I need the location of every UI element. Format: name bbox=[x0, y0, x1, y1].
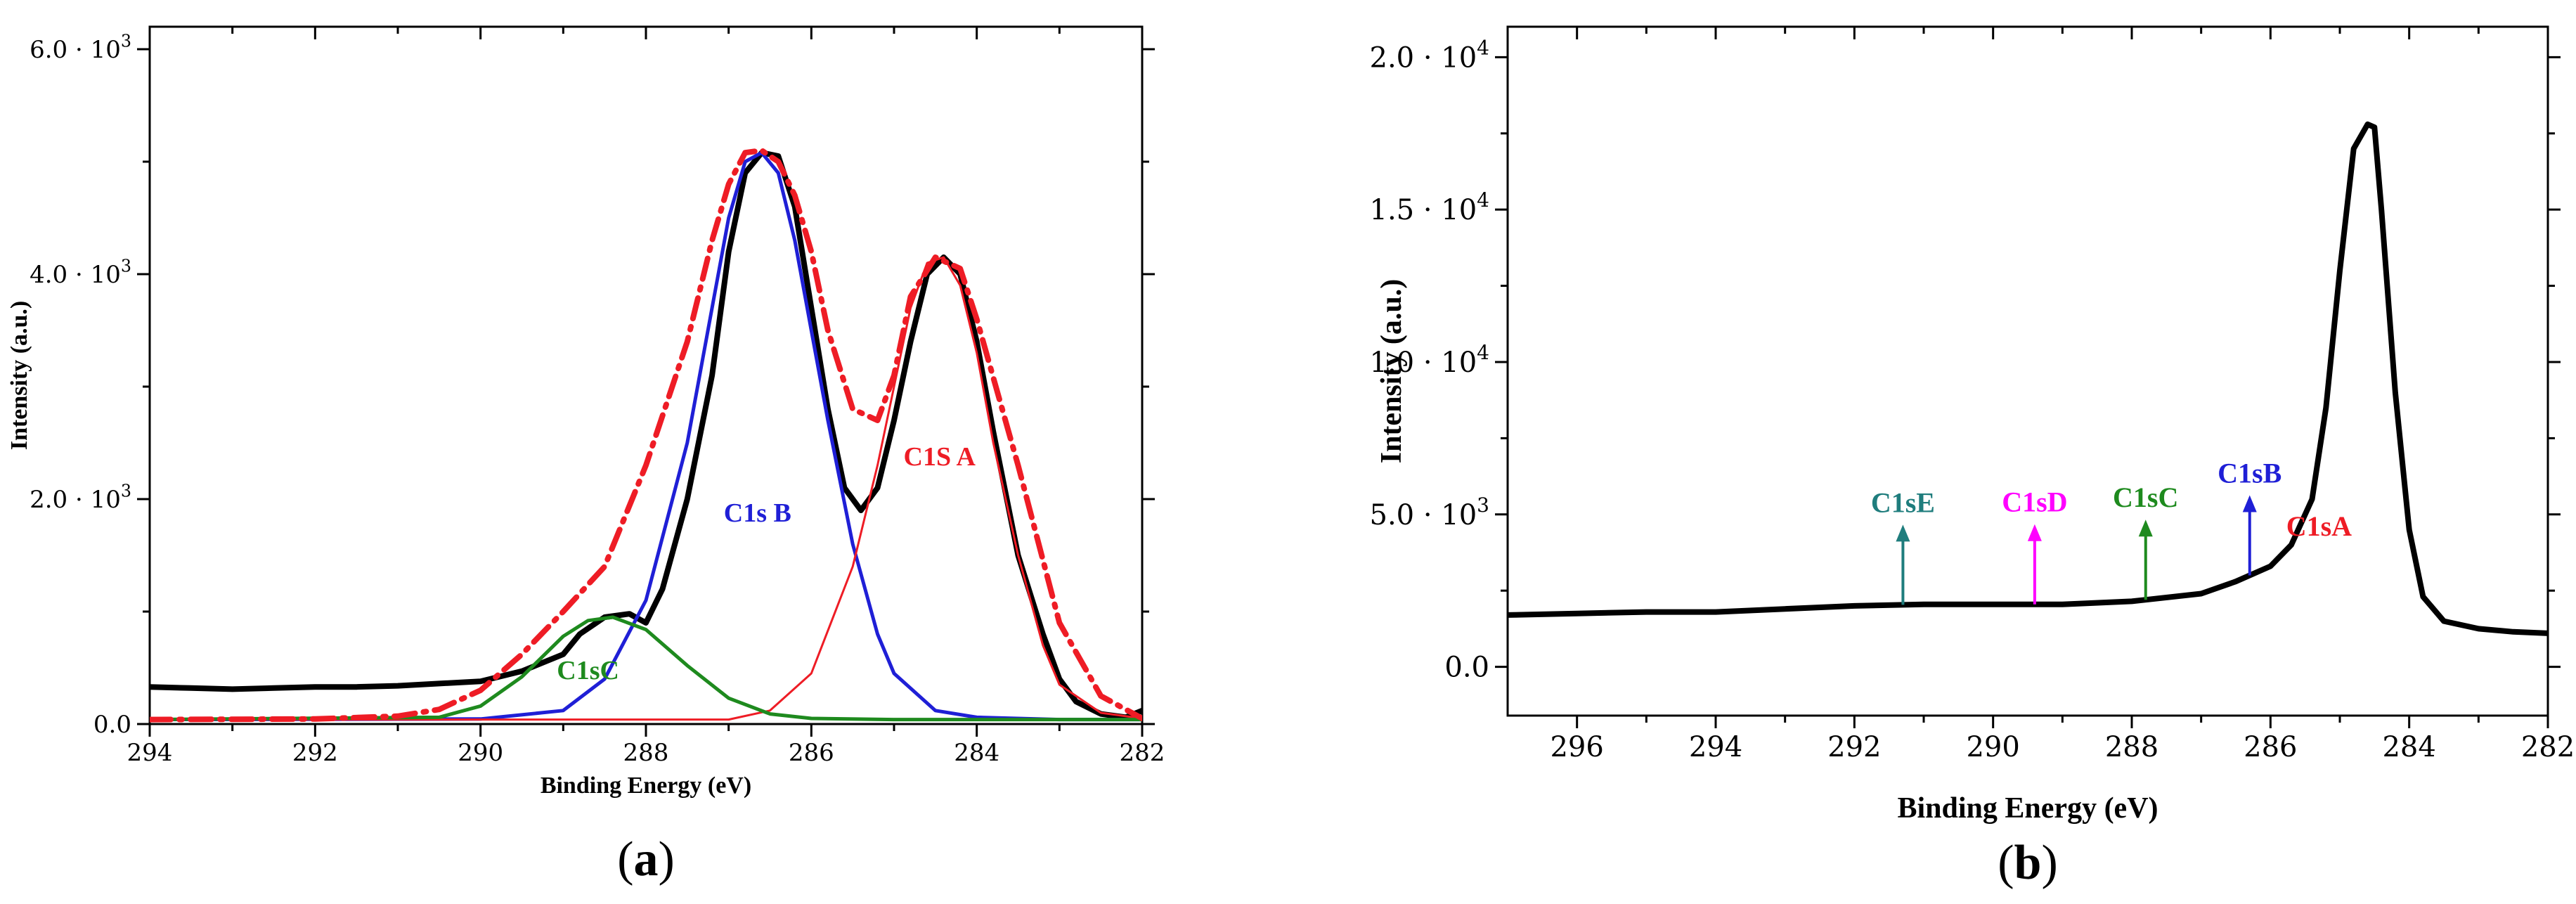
x-tick-label: 286 bbox=[789, 739, 834, 767]
y-tick-label: 0.0 bbox=[1444, 652, 1489, 684]
y-tick-label: 1.0 · 104 bbox=[1370, 341, 1489, 379]
x-tick-label: 288 bbox=[623, 739, 669, 767]
series-envelope-fit bbox=[150, 148, 1142, 723]
x-axis-title: Binding Energy (eV) bbox=[541, 773, 751, 799]
x-tick-label: 290 bbox=[1966, 731, 2019, 763]
series-survey bbox=[1508, 121, 2548, 636]
x-tick-label: 282 bbox=[1120, 739, 1165, 767]
x-tick-label: 282 bbox=[2521, 731, 2575, 763]
peak-annotation: C1sA bbox=[2286, 510, 2352, 542]
panel-label: (b) bbox=[1998, 836, 2058, 890]
y-tick-exponent: 3 bbox=[1477, 493, 1489, 517]
marker-arrow-head bbox=[2242, 495, 2257, 512]
peak-annotation: C1s B bbox=[724, 498, 791, 528]
peak-annotation: C1sC bbox=[557, 656, 619, 685]
x-tick-label: 292 bbox=[292, 739, 338, 767]
y-tick-exponent: 4 bbox=[1477, 341, 1489, 364]
x-tick-label: 284 bbox=[954, 739, 999, 767]
panel-label: (a) bbox=[617, 832, 675, 886]
x-tick-label: 284 bbox=[2382, 731, 2435, 763]
marker-label: C1sD bbox=[2002, 486, 2067, 518]
y-tick-label: 2.0 · 104 bbox=[1370, 36, 1489, 74]
y-tick-exponent: 3 bbox=[121, 32, 131, 51]
x-axis-title: Binding Energy (eV) bbox=[1897, 792, 2158, 825]
y-axis-title: Intensity (a.u.) bbox=[1376, 279, 1408, 464]
y-tick-label: 4.0 · 103 bbox=[30, 257, 131, 289]
y-tick-exponent: 3 bbox=[121, 482, 131, 501]
x-tick-label: 292 bbox=[1827, 731, 1881, 763]
x-tick-label: 294 bbox=[1689, 731, 1742, 763]
plot-frame bbox=[1506, 25, 2549, 717]
x-tick-label: 290 bbox=[458, 739, 503, 767]
y-tick-exponent: 4 bbox=[1477, 188, 1489, 212]
x-tick-label: 296 bbox=[1550, 731, 1603, 763]
y-tick-label: 2.0 · 103 bbox=[30, 482, 131, 514]
series-c1sc bbox=[150, 615, 1142, 722]
peak-annotation: C1S A bbox=[904, 442, 976, 472]
y-tick-label: 0.0 bbox=[93, 711, 131, 739]
x-tick-label: 294 bbox=[127, 739, 173, 767]
panel-a-chart: 294 292 290 288 286 284 282 0.0 2.0 · 103 4.0 · 1… bbox=[6, 25, 1165, 886]
marker-arrow-head bbox=[2027, 524, 2042, 541]
marker-label: C1sB bbox=[2218, 458, 2281, 489]
x-tick-label: 286 bbox=[2244, 731, 2297, 763]
marker-arrow-head bbox=[1896, 524, 1910, 542]
y-tick-label: 5.0 · 103 bbox=[1370, 493, 1489, 531]
y-tick-label: 6.0 · 103 bbox=[30, 32, 131, 64]
marker-label: C1sE bbox=[1871, 486, 1935, 518]
x-tick-label: 288 bbox=[2105, 731, 2158, 763]
y-tick-exponent: 3 bbox=[121, 257, 131, 276]
marker-arrow-head bbox=[2138, 519, 2153, 537]
series-experimental bbox=[150, 150, 1142, 721]
series-c1s-b bbox=[150, 150, 1142, 722]
y-axis-title: Intensity (a.u.) bbox=[6, 301, 32, 451]
panel-b-chart: 296 294 292 290 288 286 284 282 0.0 5.0 · 103 1.0 … bbox=[1370, 25, 2575, 890]
marker-label: C1sC bbox=[2113, 482, 2178, 513]
y-tick-label: 1.5 · 104 bbox=[1370, 188, 1489, 226]
series-c1s-a bbox=[150, 256, 1142, 721]
y-tick-exponent: 4 bbox=[1477, 36, 1489, 59]
